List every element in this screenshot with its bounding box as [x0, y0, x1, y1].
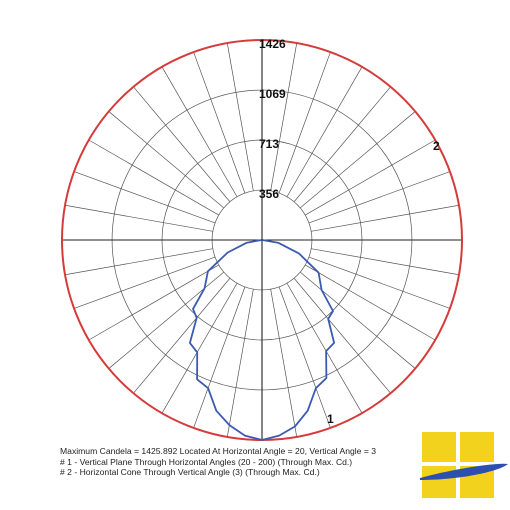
ring-label-713: 713 [259, 137, 279, 151]
grid-spoke-130 [133, 278, 231, 394]
grid-spoke-100 [226, 289, 254, 438]
ring-label-356: 356 [259, 187, 279, 201]
series-1-label: 1 [327, 412, 334, 426]
grid-spoke-160 [73, 256, 216, 309]
grid-spoke-110 [193, 286, 246, 429]
grid-spoke-350 [311, 204, 460, 232]
polar-grid [62, 40, 462, 440]
grid-spoke-80 [270, 289, 298, 438]
grid-spoke-10 [311, 248, 460, 276]
ring-label-1069: 1069 [259, 87, 286, 101]
grid-spoke-200 [73, 171, 216, 224]
grid-spoke-20 [308, 256, 451, 309]
grid-spoke-190 [64, 204, 213, 232]
grid-spoke-30 [305, 264, 436, 341]
grid-spoke-50 [293, 278, 391, 394]
grid-spoke-60 [286, 283, 363, 414]
grid-spoke-310 [293, 86, 391, 202]
grid-spoke-250 [193, 51, 246, 194]
grid-spoke-320 [300, 111, 416, 209]
series-1-curve [189, 239, 335, 441]
logo-square-top-left [422, 432, 456, 462]
legend-entry-2: # 2 - Horizontal Cone Through Vertical A… [60, 467, 320, 477]
grid-spoke-340 [308, 171, 451, 224]
grid-spoke-120 [161, 283, 238, 414]
grid-spoke-280 [270, 42, 298, 191]
grid-spoke-220 [108, 111, 224, 209]
company-logo [420, 432, 508, 498]
grid-spoke-290 [278, 51, 331, 194]
grid-spoke-300 [286, 66, 363, 197]
grid-spoke-170 [64, 248, 213, 276]
logo-swoosh [420, 463, 508, 480]
grid-spoke-210 [88, 139, 219, 216]
grid-spoke-40 [300, 271, 416, 369]
grid-spoke-70 [278, 286, 331, 429]
legend-entry-1: # 1 - Vertical Plane Through Horizontal … [60, 456, 353, 467]
label-layer: 356 713 1069 1426 1 2 [259, 37, 440, 426]
chart-footer: Maximum Candela = 1425.892 Located At Ho… [60, 446, 420, 478]
ring-label-1426: 1426 [259, 37, 286, 51]
grid-spoke-240 [161, 66, 238, 197]
series-2-label: 2 [433, 139, 440, 153]
logo-square-top-right [460, 432, 494, 462]
series-layer [61, 39, 463, 441]
max-candela-note: Maximum Candela = 1425.892 Located At Ho… [60, 446, 377, 456]
grid-spoke-230 [133, 86, 231, 202]
grid-spoke-260 [226, 42, 254, 191]
grid-spoke-330 [305, 139, 436, 216]
grid-spoke-150 [88, 264, 219, 341]
